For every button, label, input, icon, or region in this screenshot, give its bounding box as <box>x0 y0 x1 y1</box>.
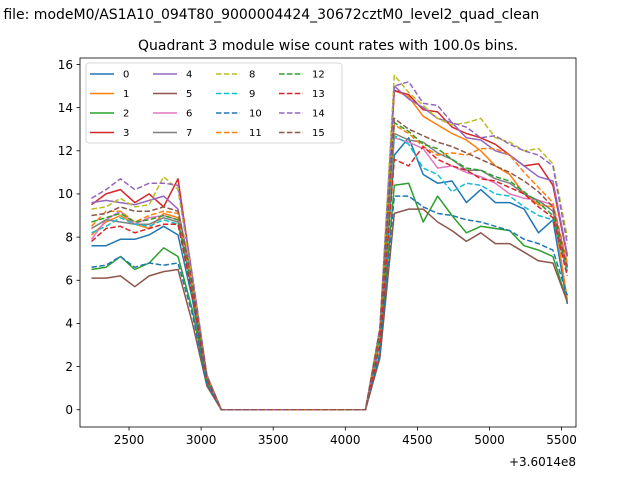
x-axis: 2500 3000 3500 4000 4500 5000 5500 <box>114 427 577 447</box>
legend-label-4: 4 <box>186 70 192 81</box>
figure-suptitle: n file: modeM0/AS1A10_094T80_9000004424_… <box>0 7 539 23</box>
series-group <box>90 74 569 411</box>
series-line-14 <box>91 80 569 411</box>
legend-label-10: 10 <box>249 109 262 120</box>
y-tick-label: 16 <box>58 58 73 72</box>
legend-label-3: 3 <box>123 128 129 139</box>
legend-label-11: 11 <box>249 128 262 139</box>
series-line-15 <box>91 117 569 411</box>
series-line-11 <box>90 124 569 411</box>
y-axis: 0 2 4 6 8 10 12 14 16 <box>58 58 80 417</box>
x-tick-label: 4500 <box>402 433 433 447</box>
y-tick-label: 14 <box>58 101 73 115</box>
legend-label-0: 0 <box>123 70 129 81</box>
legend-label-8: 8 <box>249 70 255 81</box>
legend-label-1: 1 <box>123 89 129 100</box>
axes-frame <box>79 57 577 428</box>
y-tick-label: 8 <box>65 230 73 244</box>
y-tick-label: 6 <box>65 274 73 288</box>
legend-label-7: 7 <box>186 128 192 139</box>
chart-title: Quadrant 3 module wise count rates with … <box>138 38 518 54</box>
legend-label-14: 14 <box>312 109 325 120</box>
legend-label-6: 6 <box>186 109 192 120</box>
y-tick-label: 2 <box>65 360 73 374</box>
y-tick-label: 4 <box>65 317 73 331</box>
x-tick-label: 4000 <box>330 433 361 447</box>
y-tick-label: 0 <box>65 403 73 417</box>
x-tick-label: 5500 <box>546 433 577 447</box>
y-tick-label: 10 <box>58 187 73 201</box>
legend-label-2: 2 <box>123 109 129 120</box>
legend-label-5: 5 <box>186 89 192 100</box>
series-line-13 <box>91 145 569 411</box>
x-tick-label: 3000 <box>186 433 217 447</box>
x-tick-label: 5000 <box>474 433 505 447</box>
legend-label-13: 13 <box>312 89 325 100</box>
legend-box <box>85 62 343 144</box>
y-tick-label: 12 <box>58 144 73 158</box>
plot-area <box>79 57 577 428</box>
legend-label-12: 12 <box>312 70 325 81</box>
legend-label-15: 15 <box>312 128 325 139</box>
x-tick-label: 2500 <box>114 433 145 447</box>
legend-label-9: 9 <box>249 89 255 100</box>
x-offset-label: +3.6014e8 <box>509 455 576 469</box>
x-tick-label: 3500 <box>258 433 289 447</box>
